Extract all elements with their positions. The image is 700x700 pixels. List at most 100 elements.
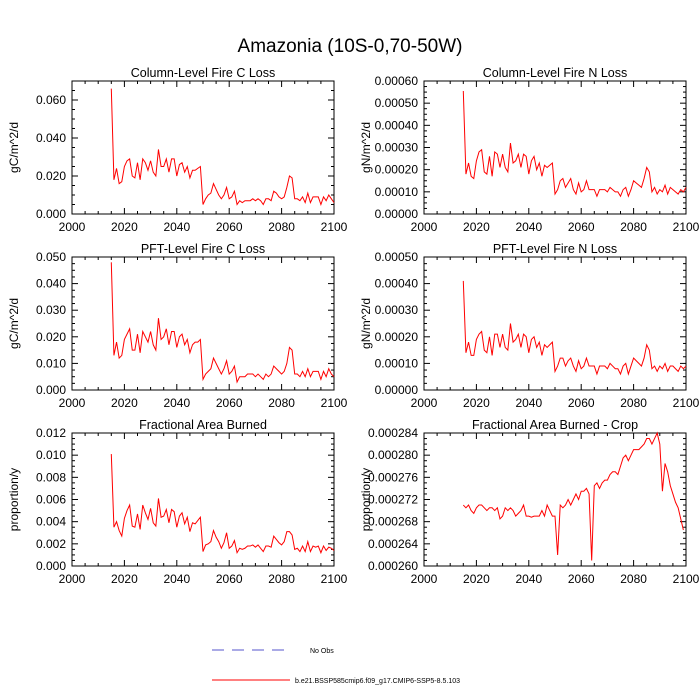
x-tick-label: 2020	[111, 572, 138, 586]
y-tick-label: 0.008	[36, 470, 66, 484]
model-series-line	[110, 454, 335, 555]
x-tick-label: 2100	[673, 572, 700, 586]
x-tick-label: 2000	[411, 396, 438, 410]
chart-title: PFT-Level Fire C Loss	[141, 242, 265, 256]
chart-panel: Column-Level Fire C Loss gC/m^2/d 2000 2020…	[7, 66, 348, 234]
panels-group: Column-Level Fire C Loss gC/m^2/d 2000 2020…	[7, 66, 700, 586]
x-tick-label: 2080	[620, 572, 647, 586]
y-tick-label: 0.000272	[368, 493, 418, 507]
y-axis-label: proportion/y	[7, 468, 21, 531]
x-tick-label: 2000	[59, 572, 86, 586]
chart-title: PFT-Level Fire N Loss	[493, 242, 617, 256]
model-series-line	[110, 88, 335, 207]
y-tick-label: 0.004	[36, 515, 66, 529]
y-axis-label: proportion/y	[359, 468, 373, 531]
chart-panel: Fractional Area Burned proportion/y 2000 20…	[7, 418, 348, 586]
x-tick-label: 2040	[515, 220, 542, 234]
x-tick-label: 2040	[163, 220, 190, 234]
y-axis-label: gN/m^2/d	[359, 298, 373, 349]
x-tick-label: 2060	[216, 396, 243, 410]
x-tick-label: 2100	[673, 220, 700, 234]
y-tick-label: 0.040	[36, 131, 66, 145]
y-tick-label: 0.00000	[375, 383, 419, 397]
y-tick-label: 0.000	[36, 383, 66, 397]
legend: No Obs b.e21.BSSP585cmip6.f09_g17.CMIP6-…	[212, 648, 460, 685]
y-tick-label: 0.040	[36, 277, 66, 291]
y-tick-label: 0.030	[36, 303, 66, 317]
y-tick-label: 0.006	[36, 493, 66, 507]
x-tick-label: 2060	[568, 396, 595, 410]
y-tick-label: 0.00020	[375, 330, 419, 344]
x-tick-label: 2100	[321, 396, 348, 410]
x-tick-label: 2020	[111, 220, 138, 234]
y-tick-label: 0.00010	[375, 356, 419, 370]
y-tick-label: 0.00050	[375, 96, 419, 110]
x-tick-label: 2000	[59, 396, 86, 410]
y-tick-label: 0.000	[36, 207, 66, 221]
y-tick-label: 0.000276	[368, 470, 418, 484]
legend-model-label: b.e21.BSSP585cmip6.f09_g17.CMIP6-SSP5-8.…	[295, 678, 460, 685]
x-tick-label: 2060	[568, 572, 595, 586]
y-tick-label: 0.000268	[368, 515, 418, 529]
x-tick-label: 2040	[163, 572, 190, 586]
y-axis-label: gC/m^2/d	[7, 122, 21, 173]
y-tick-label: 0.000	[36, 559, 66, 573]
y-tick-label: 0.00050	[375, 250, 419, 264]
y-tick-label: 0.000284	[368, 426, 418, 440]
y-tick-label: 0.00030	[375, 303, 419, 317]
y-tick-label: 0.012	[36, 426, 66, 440]
model-series-line	[462, 431, 684, 561]
y-tick-label: 0.00040	[375, 118, 419, 132]
y-tick-label: 0.020	[36, 330, 66, 344]
chart-panel: PFT-Level Fire C Loss gC/m^2/d 2000 2020 204…	[7, 242, 348, 410]
x-tick-label: 2060	[216, 220, 243, 234]
plot-frame	[423, 432, 687, 567]
x-tick-label: 2100	[321, 572, 348, 586]
y-tick-label: 0.000260	[368, 559, 418, 573]
y-tick-label: 0.002	[36, 537, 66, 551]
x-tick-label: 2080	[268, 220, 295, 234]
y-tick-label: 0.00030	[375, 141, 419, 155]
x-tick-label: 2080	[620, 220, 647, 234]
y-axis-label: gN/m^2/d	[359, 122, 373, 173]
x-tick-label: 2020	[111, 396, 138, 410]
x-tick-label: 2080	[268, 396, 295, 410]
x-tick-label: 2000	[411, 572, 438, 586]
x-tick-label: 2080	[620, 396, 647, 410]
x-tick-label: 2000	[59, 220, 86, 234]
legend-obs-label: No Obs	[310, 648, 334, 655]
chart-title: Fractional Area Burned	[139, 418, 267, 432]
x-tick-label: 2020	[463, 572, 490, 586]
x-tick-label: 2100	[673, 396, 700, 410]
x-tick-label: 2020	[463, 220, 490, 234]
page-title: Amazonia (10S-0,70-50W)	[238, 36, 463, 57]
y-tick-label: 0.010	[36, 356, 66, 370]
y-tick-label: 0.060	[36, 93, 66, 107]
y-tick-label: 0.00000	[375, 207, 419, 221]
y-tick-label: 0.010	[36, 448, 66, 462]
model-series-line	[462, 280, 687, 376]
chart-title: Column-Level Fire C Loss	[131, 66, 276, 80]
y-axis-label: gC/m^2/d	[7, 298, 21, 349]
y-tick-label: 0.00040	[375, 277, 419, 291]
x-tick-label: 2060	[568, 220, 595, 234]
x-tick-label: 2040	[163, 396, 190, 410]
x-tick-label: 2000	[411, 220, 438, 234]
chart-panel: Fractional Area Burned - Crop proportion/…	[359, 418, 700, 586]
x-tick-label: 2100	[321, 220, 348, 234]
x-tick-label: 2060	[216, 572, 243, 586]
chart-title: Column-Level Fire N Loss	[483, 66, 628, 80]
model-series-line	[110, 262, 335, 384]
x-tick-label: 2080	[268, 572, 295, 586]
chart-panel: PFT-Level Fire N Loss gN/m^2/d 2000 2020 204…	[359, 242, 700, 410]
y-tick-label: 0.050	[36, 250, 66, 264]
x-tick-label: 2020	[463, 396, 490, 410]
y-tick-label: 0.00010	[375, 185, 419, 199]
model-series-line	[462, 90, 687, 198]
chart-title: Fractional Area Burned - Crop	[472, 418, 638, 432]
y-tick-label: 0.00060	[375, 74, 419, 88]
y-tick-label: 0.000280	[368, 448, 418, 462]
y-tick-label: 0.00020	[375, 163, 419, 177]
y-tick-label: 0.020	[36, 169, 66, 183]
